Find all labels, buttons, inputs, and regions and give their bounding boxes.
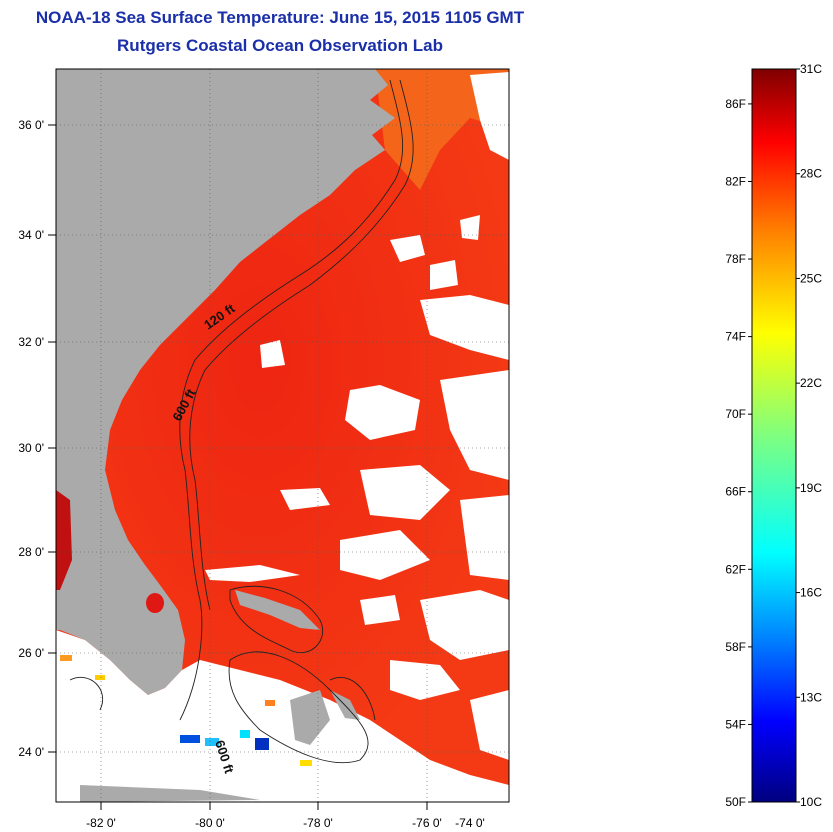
latitude-labels: 36 0' 34 0' 32 0' 30 0' 28 0' 26 0' 24 0…: [18, 118, 44, 759]
land-southeast-us: [56, 69, 395, 695]
lat-label: 30 0': [18, 441, 44, 455]
lon-label: -80 0': [195, 816, 225, 830]
colorbar-f-label: 86F: [725, 97, 746, 111]
lat-label: 24 0': [18, 745, 44, 759]
colorbar-c-label: 28C: [800, 167, 822, 181]
colorbar-f-label: 62F: [725, 562, 746, 576]
colorbar-f-label: 70F: [725, 407, 746, 421]
map-frame: [55, 68, 510, 803]
bathymetry-contours: [69, 79, 414, 764]
lake-okeechobee: [146, 593, 164, 613]
colorbar-f-label: 50F: [725, 795, 746, 809]
colorbar-c-label: 22C: [800, 376, 822, 390]
cool-water-speckles: [60, 655, 312, 766]
land-andros: [290, 690, 330, 745]
colorbar-c-label: 16C: [800, 586, 822, 600]
colorbar-f-label: 54F: [725, 717, 746, 731]
colorbar-f-label: 78F: [725, 252, 746, 266]
temperature-colorbar: 86F 82F 78F 74F 70F 66F 62F 58F 54F 50F 31C 28C 25C…: [725, 62, 822, 809]
colorbar-f-label: 66F: [725, 485, 746, 499]
lon-label: -76 0': [412, 816, 442, 830]
colorbar-c-label: 31C: [800, 62, 822, 76]
map-area: 120 ft 600 ft 600 ft: [55, 68, 510, 803]
gulf-water-west: [56, 490, 72, 590]
map-subtitle: Rutgers Coastal Ocean Observation Lab: [117, 36, 443, 55]
lat-label: 28 0': [18, 545, 44, 559]
lat-label: 36 0': [18, 118, 44, 132]
colorbar-f-label: 74F: [725, 330, 746, 344]
cloud-patches: [205, 72, 509, 760]
colorbar-c-label: 13C: [800, 690, 822, 704]
colorbar-f-label: 82F: [725, 174, 746, 188]
land-grand-bahama: [235, 590, 320, 630]
colorbar-c-label: 10C: [800, 795, 822, 809]
lat-label: 34 0': [18, 228, 44, 242]
lon-label: -78 0': [303, 816, 333, 830]
cloud-cover-south: [56, 630, 509, 802]
colorbar-ticks: [748, 68, 800, 803]
longitude-labels: -82 0' -80 0' -78 0' -76 0' -74 0': [86, 816, 485, 830]
colorbar-f-label: 58F: [725, 640, 746, 654]
colorbar-scale: [751, 68, 797, 803]
colorbar-c-label: 19C: [800, 481, 822, 495]
lat-label: 26 0': [18, 646, 44, 660]
lon-label: -74 0': [455, 816, 485, 830]
colorbar-celsius-labels: 31C 28C 25C 22C 19C 16C 13C 10C: [800, 62, 822, 809]
colorbar-c-label: 25C: [800, 271, 822, 285]
land-cuba: [80, 785, 260, 802]
lat-label: 32 0': [18, 335, 44, 349]
colorbar-fahrenheit-labels: 86F 82F 78F 74F 70F 66F 62F 58F 54F 50F: [725, 97, 746, 809]
map-title: NOAA-18 Sea Surface Temperature: June 15…: [35, 8, 525, 27]
lon-label: -82 0': [86, 816, 116, 830]
axis-tick-marks: [48, 124, 428, 810]
